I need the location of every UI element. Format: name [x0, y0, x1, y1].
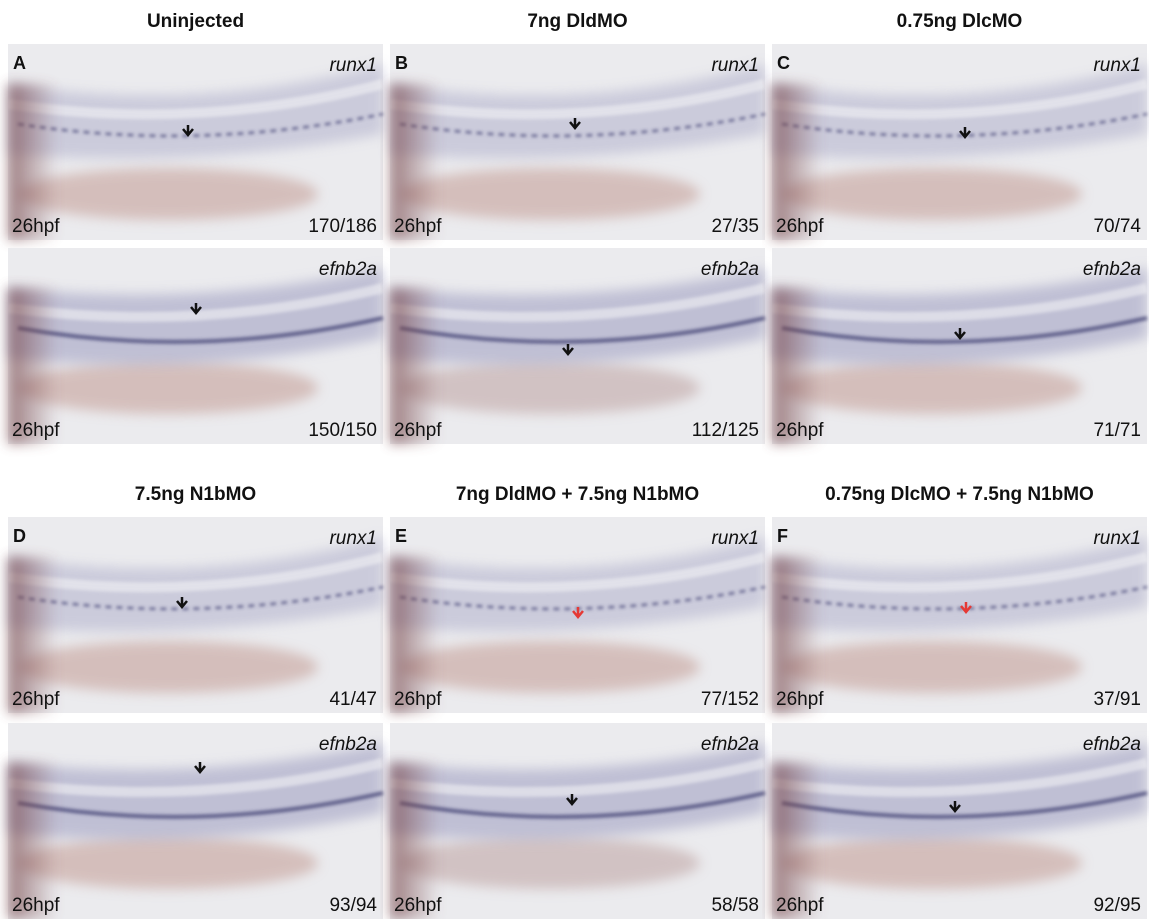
count-label: 150/150 — [308, 420, 377, 441]
count-label: 71/71 — [1093, 420, 1141, 441]
count-label: 112/125 — [692, 420, 759, 441]
gene-label: runx1 — [329, 55, 377, 76]
yolk — [400, 837, 700, 889]
yolk — [782, 362, 1082, 414]
panel-letter: E — [395, 526, 407, 546]
stage-label: 26hpf — [394, 420, 442, 441]
count-label: 70/74 — [1093, 216, 1141, 237]
yolk — [400, 362, 700, 414]
micrograph: efnb2a 26hpf 71/71 — [772, 248, 1147, 444]
gene-label: runx1 — [1093, 55, 1141, 76]
panel-title: Uninjected — [147, 11, 244, 32]
panel-letter: A — [13, 53, 26, 73]
yolk — [400, 641, 700, 693]
count-label: 27/35 — [711, 216, 759, 237]
stage-label: 26hpf — [12, 420, 60, 441]
micrograph: efnb2a 26hpf 92/95 — [772, 723, 1147, 919]
gene-label: efnb2a — [701, 259, 759, 280]
figure: Uninjected Arunx1 26hpf 170/186 efnb2a 26hpf 1… — [0, 0, 1149, 919]
panel-title: 7.5ng N1bMO — [135, 484, 256, 505]
stage-label: 26hpf — [12, 216, 60, 237]
gene-label: runx1 — [1093, 528, 1141, 549]
yolk — [18, 362, 318, 414]
panel-letter: C — [777, 53, 790, 73]
yolk — [18, 168, 318, 220]
panel-title: 7ng DldMO — [527, 11, 627, 32]
count-label: 37/91 — [1093, 689, 1141, 710]
gene-label: efnb2a — [701, 734, 759, 755]
panel-letter: D — [13, 526, 26, 546]
count-label: 77/152 — [701, 689, 759, 710]
gene-label: efnb2a — [1083, 734, 1141, 755]
stage-label: 26hpf — [776, 420, 824, 441]
panel-title: 7ng DldMO + 7.5ng N1bMO — [456, 484, 699, 505]
micrograph: efnb2a 26hpf 150/150 — [8, 248, 383, 444]
panel-title: 0.75ng DlcMO — [897, 11, 1023, 32]
gene-label: efnb2a — [319, 259, 377, 280]
micrograph: Frunx1 26hpf 37/91 — [772, 517, 1147, 713]
yolk — [400, 168, 700, 220]
count-label: 170/186 — [308, 216, 377, 237]
yolk — [782, 641, 1082, 693]
micrograph: efnb2a 26hpf 93/94 — [8, 723, 383, 919]
stage-label: 26hpf — [394, 216, 442, 237]
gene-label: efnb2a — [1083, 259, 1141, 280]
gene-label: efnb2a — [319, 734, 377, 755]
count-label: 93/94 — [329, 895, 377, 916]
yolk — [782, 168, 1082, 220]
micrograph: Crunx1 26hpf 70/74 — [772, 44, 1147, 240]
micrograph: efnb2a 26hpf 112/125 — [390, 248, 765, 444]
stage-label: 26hpf — [394, 689, 442, 710]
yolk — [782, 837, 1082, 889]
stage-label: 26hpf — [12, 689, 60, 710]
stage-label: 26hpf — [12, 895, 60, 916]
stage-label: 26hpf — [394, 895, 442, 916]
count-label: 41/47 — [329, 689, 377, 710]
yolk — [18, 837, 318, 889]
micrograph: efnb2a 26hpf 58/58 — [390, 723, 765, 919]
gene-label: runx1 — [329, 528, 377, 549]
stage-label: 26hpf — [776, 895, 824, 916]
stage-label: 26hpf — [776, 216, 824, 237]
panel-letter: F — [777, 526, 788, 546]
gene-label: runx1 — [711, 55, 759, 76]
panel-letter: B — [395, 53, 408, 73]
count-label: 92/95 — [1093, 895, 1141, 916]
count-label: 58/58 — [711, 895, 759, 916]
yolk — [18, 641, 318, 693]
stage-label: 26hpf — [776, 689, 824, 710]
panel-title: 0.75ng DlcMO + 7.5ng N1bMO — [825, 484, 1094, 505]
micrograph: Arunx1 26hpf 170/186 — [8, 44, 383, 240]
gene-label: runx1 — [711, 528, 759, 549]
